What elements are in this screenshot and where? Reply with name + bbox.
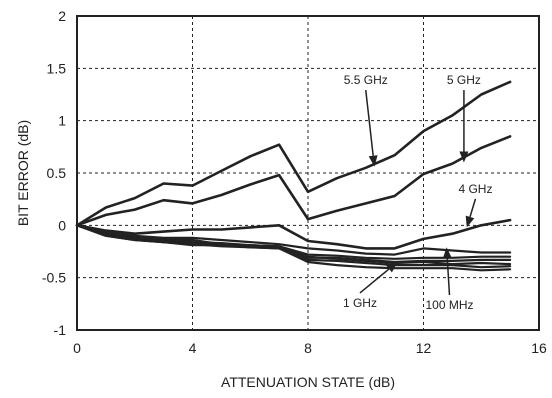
y-tick-label: 1.5 <box>47 60 67 76</box>
y-tick-label: 0.5 <box>47 165 67 181</box>
x-tick-label: 4 <box>189 340 197 356</box>
annotation-arrow <box>469 198 477 218</box>
series-line <box>75 224 512 272</box>
series-line <box>75 224 512 256</box>
annotations: 5.5 GHz 5 GHz 4 GHz 1 GHz 100 MHz <box>343 73 493 312</box>
y-tick-label: -1 <box>54 322 67 338</box>
y-tick-label: -0.5 <box>42 270 66 286</box>
annotation-arrowhead <box>386 262 398 273</box>
series-group <box>75 80 512 272</box>
annotation-label: 5 GHz <box>447 73 481 87</box>
annotation-label: 5.5 GHz <box>344 73 388 87</box>
annotation-label: 4 GHz <box>458 182 492 196</box>
annotation-label: 100 MHz <box>425 298 473 312</box>
annotation-arrow <box>446 258 451 296</box>
x-tick-label: 0 <box>73 340 81 356</box>
series-line <box>75 135 512 227</box>
x-tick-label: 8 <box>304 340 312 356</box>
series-line <box>75 218 512 250</box>
annotation-arrow <box>365 89 374 156</box>
annotation-arrow <box>359 268 390 294</box>
y-tick-label: 0 <box>58 217 66 233</box>
annotation-label: 1 GHz <box>343 296 377 310</box>
y-axis-title: BIT ERROR (dB) <box>15 120 31 226</box>
y-tick-label: 1 <box>58 113 66 129</box>
y-tick-label: 2 <box>58 8 66 24</box>
x-tick-label: 16 <box>531 340 547 356</box>
annotation-arrowhead <box>368 155 378 167</box>
annotation-arrowhead <box>465 215 475 228</box>
annotation-arrowhead <box>459 151 469 163</box>
annotation-arrowhead <box>442 247 452 259</box>
series-line <box>75 224 512 269</box>
grid <box>77 16 539 330</box>
x-axis-title: ATTENUATION STATE (dB) <box>221 374 395 390</box>
series-line <box>75 80 512 227</box>
tick-labels: 0 4 8 12 16 2 1.5 1 0.5 0 -0.5 -1 <box>42 8 547 356</box>
plot-frame <box>76 15 540 331</box>
x-tick-label: 12 <box>416 340 432 356</box>
